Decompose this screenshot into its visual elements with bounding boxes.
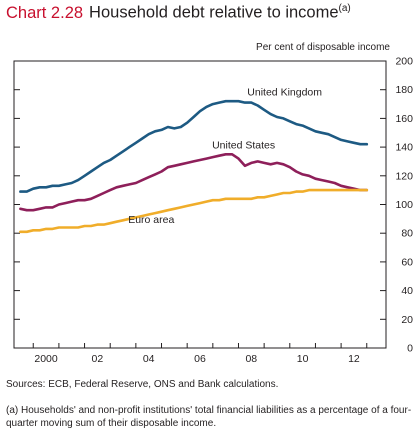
y-axis-unit-label: Per cent of disposable income	[256, 42, 390, 53]
plot-frame	[13, 60, 387, 349]
y-tick-label: 100	[395, 199, 413, 211]
y-tick-label: 140	[395, 142, 413, 154]
y-tick-label: 80	[401, 228, 413, 240]
series-label-uk: United Kingdom	[247, 86, 322, 98]
y-tick-label: 60	[401, 256, 413, 268]
x-tick-label: 02	[92, 353, 104, 365]
x-tick-label: 12	[348, 353, 360, 365]
x-tick-label: 06	[194, 353, 206, 365]
series-line-uk	[19, 99, 369, 193]
series-label-euro: Euro area	[128, 214, 174, 226]
footnote: (a) Households' and non-profit instituti…	[6, 405, 412, 429]
series-line-us	[19, 153, 369, 212]
series-line-euro	[19, 188, 369, 234]
x-tick-label: 04	[143, 353, 155, 365]
y-tick-label: 0	[407, 343, 413, 355]
chart-title-text: Household debt relative to income	[89, 3, 339, 22]
chart-title: Chart 2.28 Household debt relative to inc…	[6, 3, 351, 23]
y-tick-label: 200	[395, 56, 413, 68]
y-tick-label: 160	[395, 113, 413, 125]
chart-number: Chart 2.28	[6, 3, 84, 22]
y-tick-label: 120	[395, 170, 413, 182]
y-tick-label: 20	[401, 314, 413, 326]
title-footnote-marker: (a)	[338, 3, 351, 14]
x-tick-label: 10	[297, 353, 309, 365]
x-tick-label: 2000	[34, 353, 58, 365]
line-chart: 0 20 40 60 80 100 120 140 160 180 200 2000 02 04 06 08 1…	[13, 56, 413, 365]
y-tick-label: 180	[395, 84, 413, 96]
sources-note: Sources: ECB, Federal Reserve, ONS and B…	[6, 379, 279, 390]
y-tick-label: 40	[401, 285, 413, 297]
series-label-us: United States	[212, 140, 275, 152]
x-tick-label: 08	[245, 353, 257, 365]
